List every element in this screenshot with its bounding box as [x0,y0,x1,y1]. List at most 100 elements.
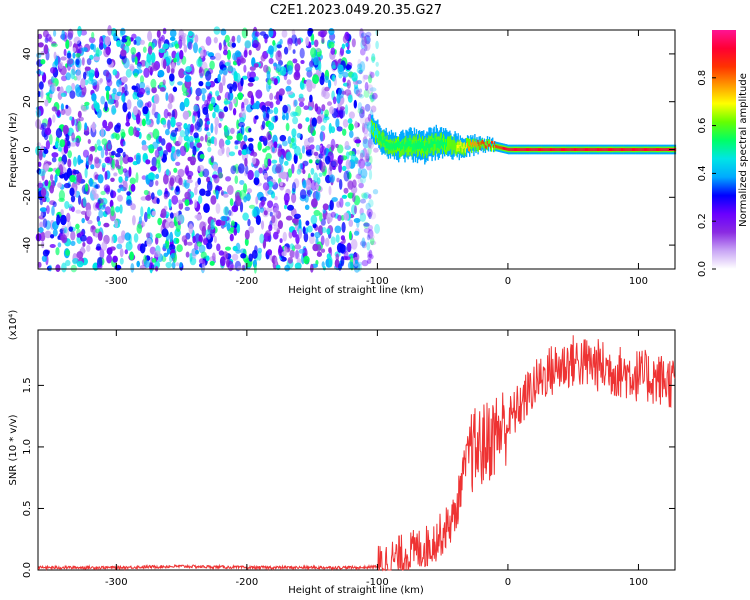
signal-cell [609,148,611,151]
signal-cell [451,139,453,147]
noise-cell [66,140,71,149]
noise-cell [240,57,246,64]
noise-cell [305,36,310,47]
signal-cell [406,140,408,157]
noise-cell [199,154,205,159]
noise-cell [146,90,151,96]
noise-cell [182,35,186,47]
noise-cell [160,208,167,219]
noise-cell [351,72,358,82]
noise-cell [200,251,207,259]
signal-cell [462,144,465,156]
noise-cell [342,77,346,83]
noise-cell [38,81,44,90]
noise-cell [345,159,351,170]
signal-cell [651,148,654,151]
noise-cell [230,165,237,175]
noise-cell [196,214,203,221]
signal-cell [505,147,507,151]
noise-cell [212,111,216,119]
noise-cell [318,60,322,72]
noise-cell [222,67,228,76]
noise-cell [300,60,305,64]
noise-cell [368,70,373,80]
signal-cell [546,148,548,151]
colorbar-label: Normalized spectral amplitude [738,73,749,227]
noise-cell [174,127,179,132]
noise-cell [157,217,163,226]
noise-cell [368,211,372,220]
noise-cell [249,71,256,79]
signal-cell [575,148,577,151]
noise-cell [126,191,131,196]
signal-cell [557,148,560,151]
noise-cell [141,118,146,127]
noise-cell [320,125,326,132]
noise-cell [348,123,354,131]
noise-cell [87,139,91,144]
noise-cell [59,139,66,148]
signal-cell [434,135,436,144]
noise-cell [55,109,61,116]
noise-cell [107,143,112,150]
signal-cell [635,148,637,151]
noise-cell [139,75,145,84]
noise-cell [147,172,155,180]
noise-cell [178,135,183,145]
noise-cell [358,182,364,189]
noise-cell [69,90,76,99]
noise-cell [232,52,238,61]
noise-cell [40,71,45,76]
signal-cell [548,148,550,151]
noise-cell [193,42,198,54]
noise-cell [294,69,300,78]
noise-cell [247,169,254,181]
signal-cell [429,143,431,153]
noise-cell [261,105,267,113]
noise-cell [237,92,244,101]
noise-cell [184,199,190,207]
noise-cell [293,250,301,260]
signal-cell [390,142,393,150]
noise-cell [273,207,279,217]
signal-cell [551,148,553,151]
signal-cell [398,141,400,149]
noise-cell [75,209,82,214]
signal-cell [552,148,554,151]
noise-cell [67,150,72,159]
noise-cell [180,32,187,38]
noise-cell [169,73,175,82]
signal-cell [377,130,379,138]
noise-cell [311,198,318,208]
noise-cell [287,43,292,51]
noise-cell [175,186,180,192]
noise-cell [348,230,352,241]
signal-cell [488,143,491,147]
signal-cell [393,143,396,151]
signal-cell [460,142,463,155]
noise-cell [86,236,93,245]
noise-cell [155,236,159,245]
noise-cell [91,187,97,195]
signal-cell [469,138,471,149]
signal-cell [526,148,528,151]
noise-cell [289,142,293,149]
noise-cell [296,132,302,139]
signal-cell [499,146,501,149]
signal-cell [606,148,609,151]
signal-cell [413,143,416,152]
noise-cell [116,40,121,47]
noise-cell [80,234,87,242]
signal-cell [382,130,384,145]
noise-cell [100,95,106,105]
noise-cell [302,226,306,235]
noise-cell [330,211,336,218]
noise-cell [235,195,242,207]
noise-cell [330,236,336,245]
noise-cell [268,122,275,131]
noise-cell [336,177,340,183]
signal-cell [549,148,551,151]
noise-cell [347,118,353,124]
noise-cell [294,145,301,156]
signal-cell [414,141,417,150]
